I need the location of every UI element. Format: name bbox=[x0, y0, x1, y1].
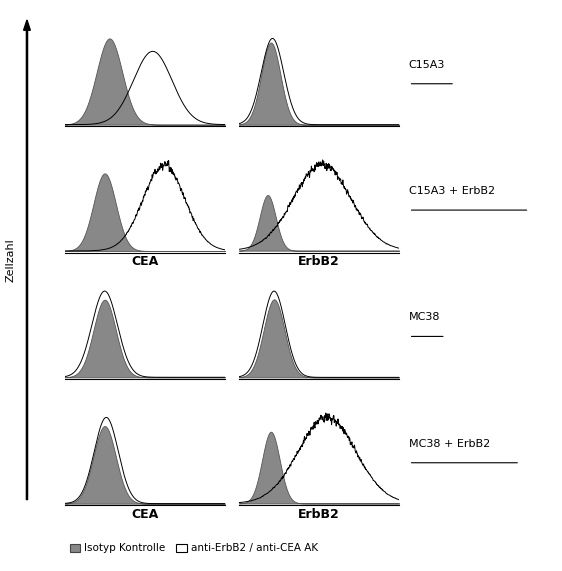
Text: MC38 + ErbB2: MC38 + ErbB2 bbox=[409, 439, 490, 449]
Text: Zellzahl: Zellzahl bbox=[5, 238, 15, 282]
Text: C15A3: C15A3 bbox=[409, 60, 445, 70]
X-axis label: ErbB2: ErbB2 bbox=[298, 255, 340, 268]
X-axis label: CEA: CEA bbox=[131, 255, 158, 268]
Legend: Isotyp Kontrolle, anti-ErbB2 / anti-CEA AK: Isotyp Kontrolle, anti-ErbB2 / anti-CEA … bbox=[70, 544, 318, 553]
Text: MC38: MC38 bbox=[409, 312, 440, 323]
Text: C15A3 + ErbB2: C15A3 + ErbB2 bbox=[409, 186, 495, 196]
X-axis label: CEA: CEA bbox=[131, 508, 158, 521]
X-axis label: ErbB2: ErbB2 bbox=[298, 508, 340, 521]
